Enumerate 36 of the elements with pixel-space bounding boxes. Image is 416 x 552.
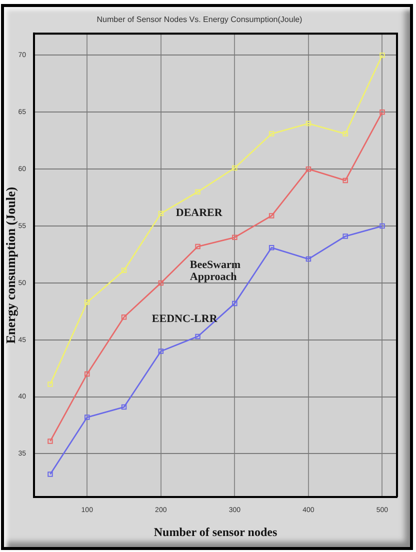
series-label: EEDNC-LRR bbox=[152, 313, 218, 326]
series-label: BeeSwarm Approach bbox=[190, 258, 241, 283]
point bbox=[232, 300, 238, 306]
y-axis-title: Energy consumption (Joule) bbox=[3, 186, 18, 344]
point bbox=[342, 234, 348, 239]
point bbox=[342, 131, 348, 136]
point bbox=[48, 472, 53, 477]
point bbox=[380, 52, 385, 58]
point bbox=[84, 300, 90, 305]
chart-title: Number of Sensor Nodes Vs. Energy Consumption(Joule) bbox=[96, 15, 303, 24]
point bbox=[195, 244, 200, 250]
point bbox=[48, 438, 53, 444]
point bbox=[268, 245, 274, 250]
point bbox=[306, 256, 312, 262]
point bbox=[84, 414, 90, 420]
x-axis-title: Number of sensor nodes bbox=[154, 524, 278, 539]
point bbox=[121, 314, 127, 320]
point bbox=[268, 213, 274, 218]
point bbox=[306, 120, 312, 126]
point bbox=[268, 131, 274, 136]
point bbox=[380, 110, 385, 115]
series-label: DEARER bbox=[176, 207, 222, 220]
point bbox=[158, 210, 164, 216]
point bbox=[232, 234, 238, 240]
point bbox=[48, 382, 53, 387]
point bbox=[380, 223, 385, 229]
point bbox=[84, 371, 90, 377]
point bbox=[158, 280, 164, 286]
point bbox=[306, 166, 312, 172]
point bbox=[121, 268, 127, 274]
point bbox=[121, 404, 127, 410]
point bbox=[195, 189, 200, 194]
point bbox=[342, 178, 348, 184]
point bbox=[195, 334, 200, 340]
point bbox=[232, 165, 238, 171]
point bbox=[158, 348, 164, 354]
